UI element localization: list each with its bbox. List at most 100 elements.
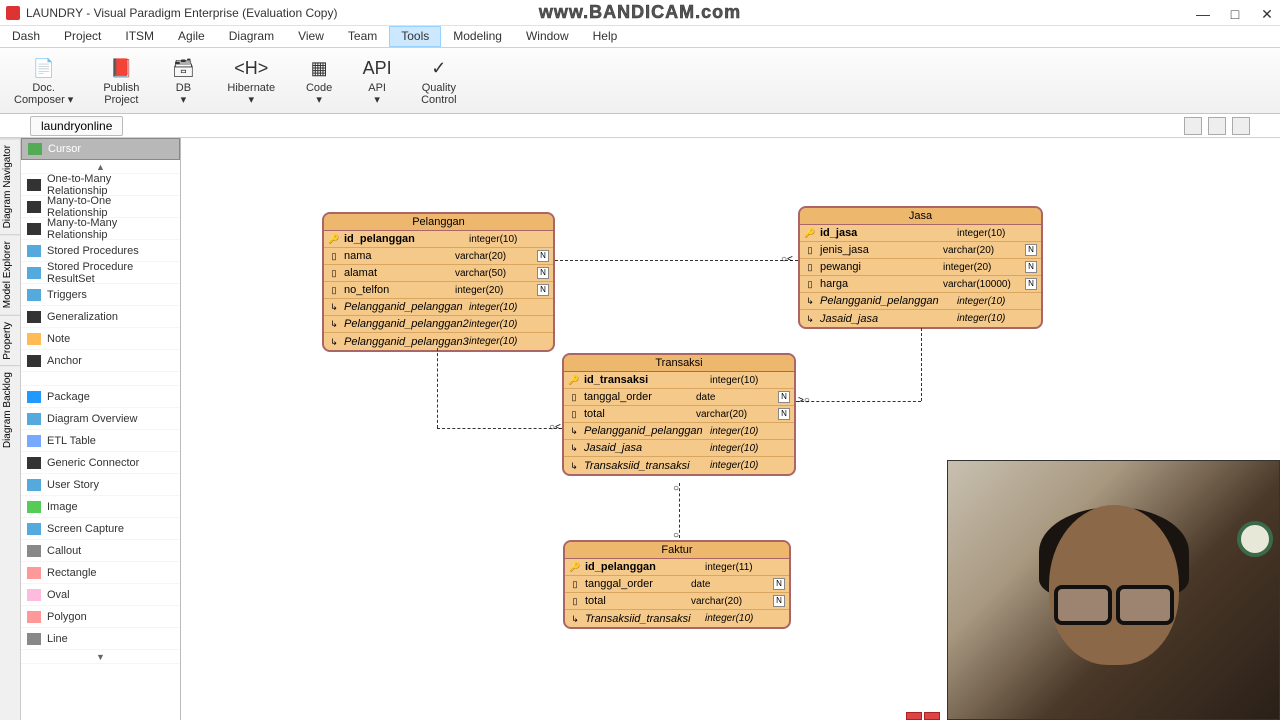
menu-diagram[interactable]: Diagram bbox=[217, 26, 286, 47]
breadcrumb-chip[interactable]: laundryonline bbox=[30, 116, 123, 136]
menu-tools[interactable]: Tools bbox=[389, 26, 441, 47]
sidetab-property[interactable]: Property bbox=[0, 315, 20, 366]
palette-icon bbox=[27, 391, 41, 403]
palette-icon bbox=[27, 311, 41, 323]
entity-row[interactable]: ▯alamatvarchar(50)N bbox=[324, 265, 553, 282]
minimize-button[interactable]: — bbox=[1196, 6, 1210, 20]
col-type: varchar(20) bbox=[696, 409, 776, 420]
ribbon-api[interactable]: APIAPI ▾ bbox=[357, 52, 397, 109]
bc-tool-1[interactable] bbox=[1184, 117, 1202, 135]
palette-stored-procedure-resultset[interactable]: Stored Procedure ResultSet bbox=[21, 262, 180, 284]
bc-tool-3[interactable] bbox=[1232, 117, 1250, 135]
entity-transaksi[interactable]: Transaksi🔑id_transaksiinteger(10)▯tangga… bbox=[562, 353, 796, 476]
menu-view[interactable]: View bbox=[286, 26, 336, 47]
entity-row[interactable]: ↳Jasaid_jasainteger(10) bbox=[564, 440, 794, 457]
pk-icon: 🔑 bbox=[804, 227, 816, 239]
close-button[interactable]: ✕ bbox=[1260, 6, 1274, 20]
palette-user-story[interactable]: User Story bbox=[21, 474, 180, 496]
sidetab-diagram-backlog[interactable]: Diagram Backlog bbox=[0, 365, 20, 454]
menu-modeling[interactable]: Modeling bbox=[441, 26, 514, 47]
entity-row[interactable]: 🔑id_jasainteger(10) bbox=[800, 225, 1041, 242]
entity-row[interactable]: ▯namavarchar(20)N bbox=[324, 248, 553, 265]
palette-polygon[interactable]: Polygon bbox=[21, 606, 180, 628]
entity-pelanggan[interactable]: Pelanggan🔑id_pelangganinteger(10)▯namava… bbox=[322, 212, 555, 352]
palette-generic-connector[interactable]: Generic Connector bbox=[21, 452, 180, 474]
bc-tool-2[interactable] bbox=[1208, 117, 1226, 135]
entity-row[interactable]: 🔑id_pelangganinteger(11) bbox=[565, 559, 789, 576]
palette-many-to-one-relationship[interactable]: Many-to-One Relationship bbox=[21, 196, 180, 218]
entity-row[interactable]: ↳Pelangganid_pelanggan2integer(10) bbox=[324, 316, 553, 333]
entity-row[interactable]: ▯totalvarchar(20)N bbox=[564, 406, 794, 423]
side-tabs: Diagram NavigatorModel ExplorerPropertyD… bbox=[0, 138, 21, 720]
entity-row[interactable]: ▯no_telfoninteger(20)N bbox=[324, 282, 553, 299]
nullable-badge: N bbox=[773, 578, 785, 590]
menu-project[interactable]: Project bbox=[52, 26, 113, 47]
menu-help[interactable]: Help bbox=[581, 26, 630, 47]
palette--[interactable]: ▼ bbox=[21, 650, 180, 664]
palette-many-to-many-relationship[interactable]: Many-to-Many Relationship bbox=[21, 218, 180, 240]
entity-row[interactable]: ▯jenis_jasavarchar(20)N bbox=[800, 242, 1041, 259]
fk-icon: ↳ bbox=[804, 313, 816, 325]
entity-row[interactable]: ↳Transaksiid_transaksiinteger(10) bbox=[564, 457, 794, 474]
palette-sep[interactable] bbox=[21, 372, 180, 386]
palette-triggers[interactable]: Triggers bbox=[21, 284, 180, 306]
menu-team[interactable]: Team bbox=[336, 26, 389, 47]
entity-row[interactable]: ↳Jasaid_jasainteger(10) bbox=[800, 310, 1041, 327]
palette-callout[interactable]: Callout bbox=[21, 540, 180, 562]
entity-row[interactable]: ↳Pelangganid_pelangganinteger(10) bbox=[324, 299, 553, 316]
menu-agile[interactable]: Agile bbox=[166, 26, 217, 47]
ribbon-quality[interactable]: ✓Quality Control bbox=[415, 52, 462, 109]
col-type: integer(10) bbox=[469, 302, 549, 313]
nullable-badge: N bbox=[778, 391, 790, 403]
ribbon-icon: API bbox=[363, 56, 391, 82]
palette-package[interactable]: Package bbox=[21, 386, 180, 408]
entity-row[interactable]: 🔑id_transaksiinteger(10) bbox=[564, 372, 794, 389]
palette-image[interactable]: Image bbox=[21, 496, 180, 518]
col-icon: ▯ bbox=[328, 284, 340, 296]
palette-rectangle[interactable]: Rectangle bbox=[21, 562, 180, 584]
entity-row[interactable]: ↳Pelangganid_pelangganinteger(10) bbox=[564, 423, 794, 440]
maximize-button[interactable]: □ bbox=[1228, 6, 1242, 20]
palette-anchor[interactable]: Anchor bbox=[21, 350, 180, 372]
palette-note[interactable]: Note bbox=[21, 328, 180, 350]
menu-window[interactable]: Window bbox=[514, 26, 581, 47]
entity-faktur[interactable]: Faktur🔑id_pelangganinteger(11)▯tanggal_o… bbox=[563, 540, 791, 629]
entity-row[interactable]: ▯hargavarchar(10000)N bbox=[800, 276, 1041, 293]
sidetab-diagram-navigator[interactable]: Diagram Navigator bbox=[0, 138, 20, 234]
col-type: integer(10) bbox=[710, 443, 790, 454]
entity-jasa[interactable]: Jasa🔑id_jasainteger(10)▯jenis_jasavarcha… bbox=[798, 206, 1043, 329]
col-icon: ▯ bbox=[804, 278, 816, 290]
entity-row[interactable]: ▯pewangiinteger(20)N bbox=[800, 259, 1041, 276]
palette-stored-procedures[interactable]: Stored Procedures bbox=[21, 240, 180, 262]
entity-row[interactable]: ▯tanggal_orderdateN bbox=[564, 389, 794, 406]
ribbon-doc[interactable]: 📄Doc. Composer ▾ bbox=[8, 52, 79, 109]
palette-diagram-overview[interactable]: Diagram Overview bbox=[21, 408, 180, 430]
col-type: integer(10) bbox=[710, 375, 790, 386]
palette-one-to-many-relationship[interactable]: One-to-Many Relationship bbox=[21, 174, 180, 196]
col-name: Transaksiid_transaksi bbox=[585, 613, 705, 625]
ribbon-db[interactable]: 🗃DB ▾ bbox=[163, 52, 203, 109]
sidetab-model-explorer[interactable]: Model Explorer bbox=[0, 234, 20, 314]
menu-itsm[interactable]: ITSM bbox=[113, 26, 166, 47]
ribbon-publish[interactable]: 📕Publish Project bbox=[97, 52, 145, 109]
palette-line[interactable]: Line bbox=[21, 628, 180, 650]
palette-etl-table[interactable]: ETL Table bbox=[21, 430, 180, 452]
palette-screen-capture[interactable]: Screen Capture bbox=[21, 518, 180, 540]
col-icon: ▯ bbox=[568, 391, 580, 403]
ribbon-code[interactable]: ▦Code ▾ bbox=[299, 52, 339, 109]
ribbon-label: Hibernate ▾ bbox=[227, 82, 275, 106]
palette-oval[interactable]: Oval bbox=[21, 584, 180, 606]
menu-dash[interactable]: Dash bbox=[0, 26, 52, 47]
palette-generalization[interactable]: Generalization bbox=[21, 306, 180, 328]
entity-row[interactable]: 🔑id_pelangganinteger(10) bbox=[324, 231, 553, 248]
crowfoot-icon: ○< bbox=[781, 254, 793, 265]
palette-cursor[interactable]: Cursor bbox=[21, 138, 180, 160]
entity-row[interactable]: ↳Transaksiid_transaksiinteger(10) bbox=[565, 610, 789, 627]
entity-row[interactable]: ▯tanggal_orderdateN bbox=[565, 576, 789, 593]
ribbon-hibernate[interactable]: <H>Hibernate ▾ bbox=[221, 52, 281, 109]
col-name: Jasaid_jasa bbox=[584, 442, 710, 454]
entity-row[interactable]: ▯totalvarchar(20)N bbox=[565, 593, 789, 610]
entity-row[interactable]: ↳Pelangganid_pelanggan3integer(10) bbox=[324, 333, 553, 350]
entity-row[interactable]: ↳Pelangganid_pelangganinteger(10) bbox=[800, 293, 1041, 310]
col-name: alamat bbox=[344, 267, 455, 279]
